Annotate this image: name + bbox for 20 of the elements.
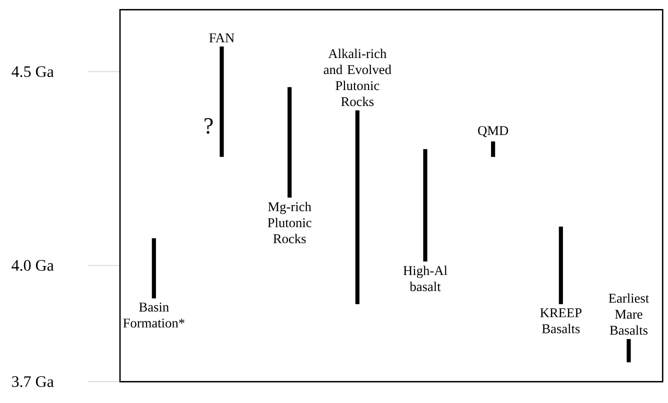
- x-tick-label: Alkali-rich and Evolved Plutonic Rocks: [324, 48, 392, 106]
- x-tick-label: Earliest Mare Basalts: [608, 293, 650, 335]
- bar: [152, 238, 156, 298]
- bar: [423, 149, 428, 262]
- annotation: ?: [204, 118, 213, 134]
- y-tick-label: 3.7 Ga: [12, 376, 54, 388]
- bar: [355, 110, 360, 304]
- bar: [288, 87, 292, 198]
- y-tick-label: 4.0 Ga: [12, 260, 54, 271]
- bar: [626, 339, 631, 362]
- x-tick-label: KREEP Basalts: [540, 308, 582, 334]
- x-tick-label: High-Al basalt: [403, 266, 448, 292]
- x-tick-label: Mg-rich Plutonic Rocks: [268, 202, 312, 244]
- bar: [558, 226, 563, 304]
- bar: [491, 141, 496, 157]
- bar: [220, 46, 224, 157]
- x-tick-label: QMD: [478, 126, 508, 138]
- y-tick-label: 4.5 Ga: [12, 66, 54, 78]
- x-tick-label: Basin Formation*: [123, 302, 184, 328]
- x-tick-label: FAN: [209, 33, 234, 42]
